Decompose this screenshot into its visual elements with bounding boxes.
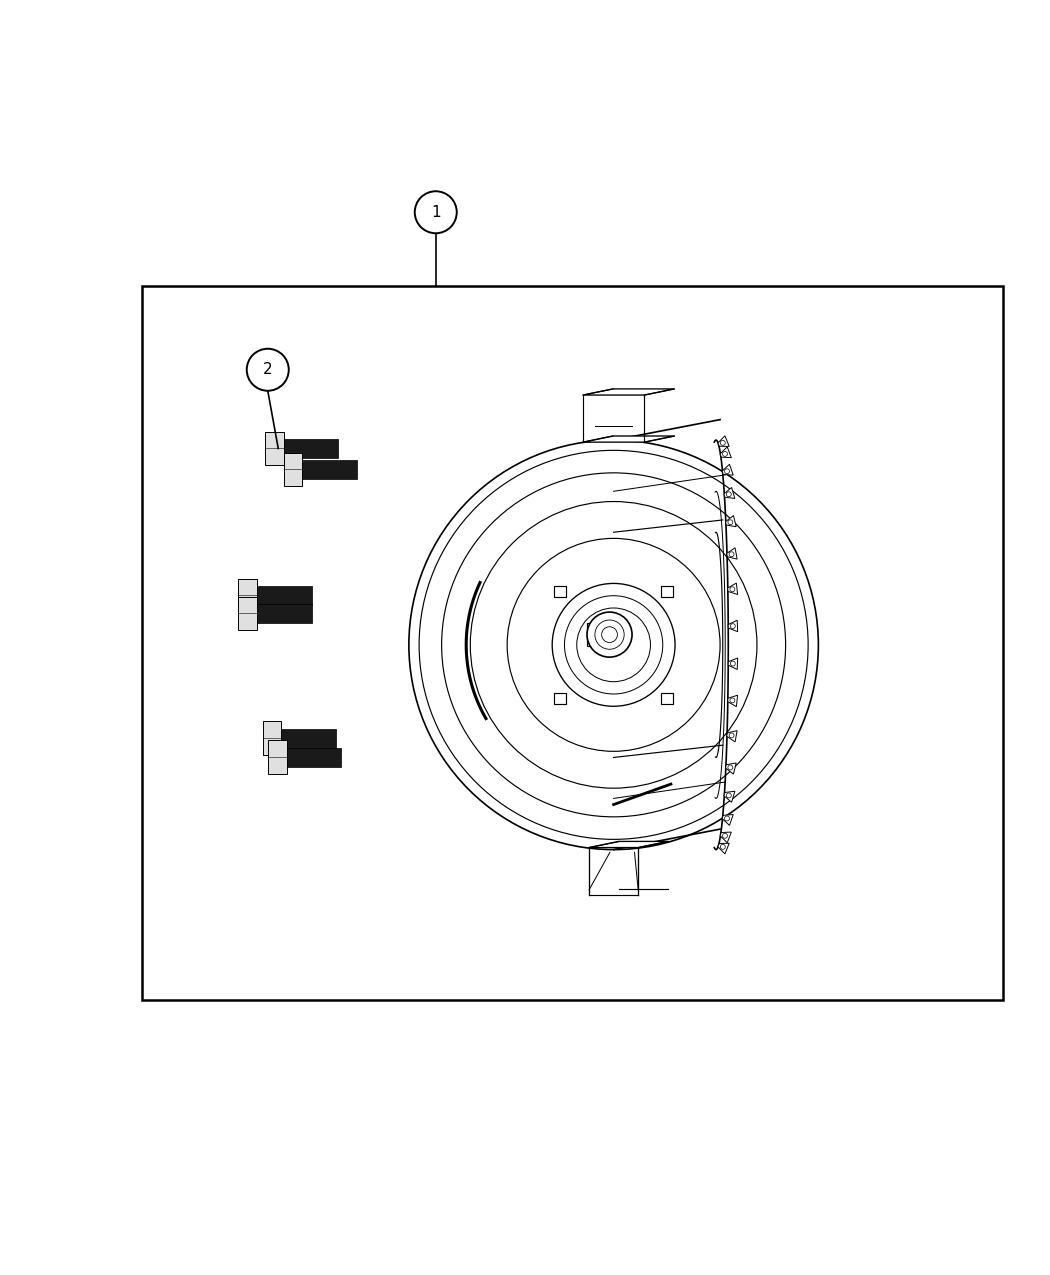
Text: 2: 2 bbox=[262, 362, 273, 377]
Polygon shape bbox=[583, 389, 674, 395]
Polygon shape bbox=[723, 792, 735, 802]
Bar bbox=[142, 286, 1003, 1000]
Circle shape bbox=[720, 844, 726, 849]
Polygon shape bbox=[238, 597, 257, 630]
Circle shape bbox=[727, 793, 731, 798]
Circle shape bbox=[724, 816, 730, 821]
Circle shape bbox=[730, 586, 735, 592]
Circle shape bbox=[722, 451, 728, 456]
Circle shape bbox=[722, 834, 728, 838]
Circle shape bbox=[724, 469, 730, 474]
Polygon shape bbox=[718, 436, 730, 446]
Circle shape bbox=[728, 520, 733, 525]
Circle shape bbox=[731, 662, 735, 666]
Bar bbox=[554, 585, 566, 597]
Polygon shape bbox=[281, 729, 336, 747]
Circle shape bbox=[727, 492, 731, 497]
Polygon shape bbox=[589, 842, 668, 848]
Polygon shape bbox=[722, 464, 733, 476]
Polygon shape bbox=[727, 548, 737, 560]
Polygon shape bbox=[728, 695, 737, 706]
Polygon shape bbox=[302, 460, 357, 479]
Circle shape bbox=[247, 349, 289, 390]
Polygon shape bbox=[268, 741, 287, 774]
Polygon shape bbox=[257, 586, 312, 604]
Polygon shape bbox=[727, 731, 737, 742]
Text: 1: 1 bbox=[430, 205, 441, 219]
Bar bbox=[662, 692, 673, 704]
Polygon shape bbox=[722, 815, 733, 825]
Polygon shape bbox=[238, 579, 257, 612]
Polygon shape bbox=[720, 448, 732, 458]
Circle shape bbox=[728, 765, 733, 770]
Circle shape bbox=[731, 623, 735, 629]
Circle shape bbox=[415, 191, 457, 233]
Polygon shape bbox=[728, 658, 738, 669]
Polygon shape bbox=[723, 487, 735, 499]
Polygon shape bbox=[262, 722, 281, 755]
Circle shape bbox=[587, 612, 632, 657]
Bar bbox=[662, 585, 673, 597]
Polygon shape bbox=[726, 515, 736, 527]
Polygon shape bbox=[726, 762, 736, 774]
Polygon shape bbox=[720, 833, 732, 843]
Polygon shape bbox=[583, 436, 674, 442]
Circle shape bbox=[729, 733, 734, 738]
Polygon shape bbox=[284, 453, 302, 486]
Polygon shape bbox=[287, 747, 341, 766]
Circle shape bbox=[729, 552, 734, 557]
Circle shape bbox=[408, 440, 818, 849]
Circle shape bbox=[552, 584, 675, 706]
Bar bbox=[554, 692, 566, 704]
Circle shape bbox=[730, 697, 735, 703]
Polygon shape bbox=[728, 620, 738, 631]
Polygon shape bbox=[284, 439, 338, 458]
Circle shape bbox=[720, 440, 726, 445]
Polygon shape bbox=[265, 432, 284, 465]
Polygon shape bbox=[728, 583, 737, 594]
Polygon shape bbox=[718, 843, 730, 854]
Bar bbox=[587, 623, 620, 646]
Polygon shape bbox=[257, 604, 312, 622]
